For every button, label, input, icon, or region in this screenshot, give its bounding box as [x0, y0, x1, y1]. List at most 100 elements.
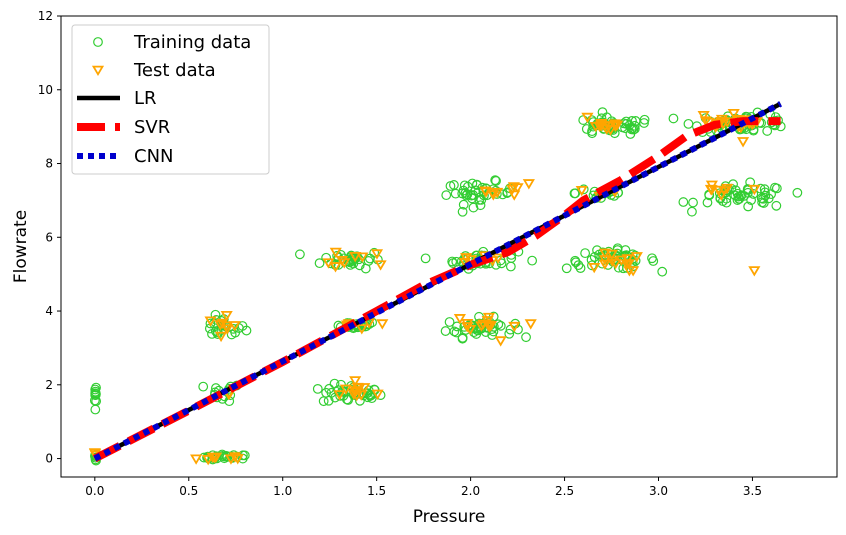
legend-label: SVR [134, 117, 170, 138]
test-point [589, 121, 602, 133]
test-point [736, 137, 750, 148]
training-point [580, 248, 591, 259]
training-point [480, 327, 491, 337]
test-point [353, 383, 366, 394]
test-point [190, 454, 203, 465]
training-point [527, 255, 538, 266]
test-point [202, 454, 215, 466]
test-point [231, 454, 244, 465]
training-point [587, 128, 598, 139]
training-point [354, 260, 365, 271]
x-axis-label: Pressure [413, 507, 486, 527]
training-point [758, 198, 769, 208]
training-point [688, 197, 698, 208]
training-point [771, 183, 782, 194]
training-point [458, 199, 469, 210]
test-point [224, 454, 238, 465]
training-point [678, 197, 689, 207]
test-point [482, 320, 495, 331]
test-point [228, 321, 241, 332]
test-point [599, 121, 612, 132]
line-svr [92, 117, 781, 463]
legend-label: CNN [134, 146, 174, 167]
training-point [521, 332, 531, 343]
training-point [468, 202, 479, 213]
test-point [376, 319, 389, 330]
training-point [702, 197, 713, 208]
y-tick-label: 6 [45, 230, 53, 244]
plot-area [88, 101, 803, 466]
training-point [212, 329, 223, 339]
y-axis: 0 2 4 6 8 10 12 [38, 9, 61, 466]
test-point [705, 180, 718, 191]
x-tick-label: 3.5 [743, 484, 762, 498]
test-point [370, 249, 384, 260]
training-point [210, 309, 221, 320]
y-tick-label: 8 [45, 157, 53, 171]
x-tick-label: 0.0 [85, 484, 104, 498]
test-point [705, 185, 718, 196]
training-point [343, 395, 354, 405]
training-point [561, 263, 572, 274]
test-point [206, 452, 219, 464]
x-tick-label: 2.0 [461, 484, 480, 498]
training-point [746, 195, 757, 206]
training-point [420, 253, 431, 264]
test-point [609, 258, 622, 270]
test-point [575, 185, 588, 197]
test-point [608, 119, 621, 130]
training-point [441, 190, 452, 201]
training-point [647, 253, 657, 264]
test-point [524, 319, 537, 330]
training-point [332, 250, 343, 261]
test-point [598, 248, 612, 259]
test-point [494, 336, 507, 347]
training-point [775, 121, 786, 132]
x-tick-label: 0.5 [179, 484, 198, 498]
training-point [473, 318, 484, 329]
y-axis-label: Flowrate [11, 210, 31, 283]
training-point [736, 190, 747, 201]
training-point [360, 263, 371, 274]
training-point [444, 317, 455, 327]
test-point [605, 249, 618, 261]
training-point [792, 187, 803, 198]
test-point [487, 190, 500, 201]
y-tick-label: 12 [38, 9, 53, 23]
test-point [721, 117, 734, 128]
y-tick-label: 2 [45, 378, 53, 392]
test-point [506, 184, 519, 196]
legend-entry: Test data [91, 60, 216, 81]
training-point [504, 328, 515, 339]
training-point [452, 321, 462, 332]
test-point [216, 318, 229, 330]
x-tick-label: 1.5 [367, 484, 386, 498]
test-point [522, 179, 535, 190]
legend-label: Training data [133, 32, 251, 53]
test-point [621, 254, 634, 265]
y-tick-label: 0 [45, 452, 53, 466]
test-point [581, 112, 594, 124]
legend-entry: SVR [77, 117, 170, 138]
training-point [475, 200, 486, 211]
training-point [468, 190, 478, 200]
training-point [447, 256, 458, 267]
training-point [210, 326, 221, 337]
y-tick-label: 10 [38, 83, 53, 97]
training-point [471, 180, 482, 190]
training-point [620, 123, 630, 134]
test-point [228, 452, 242, 463]
test-point [204, 316, 217, 327]
training-point [771, 200, 782, 211]
test-point [627, 266, 640, 277]
training-point [639, 118, 649, 128]
legend-entry: Training data [93, 32, 251, 53]
test-point [371, 389, 384, 400]
training-point [329, 378, 340, 389]
test-point [508, 321, 521, 333]
y-tick-label: 4 [45, 304, 53, 318]
test-point [479, 186, 492, 197]
test-point [604, 125, 617, 136]
x-tick-label: 2.5 [555, 484, 574, 498]
